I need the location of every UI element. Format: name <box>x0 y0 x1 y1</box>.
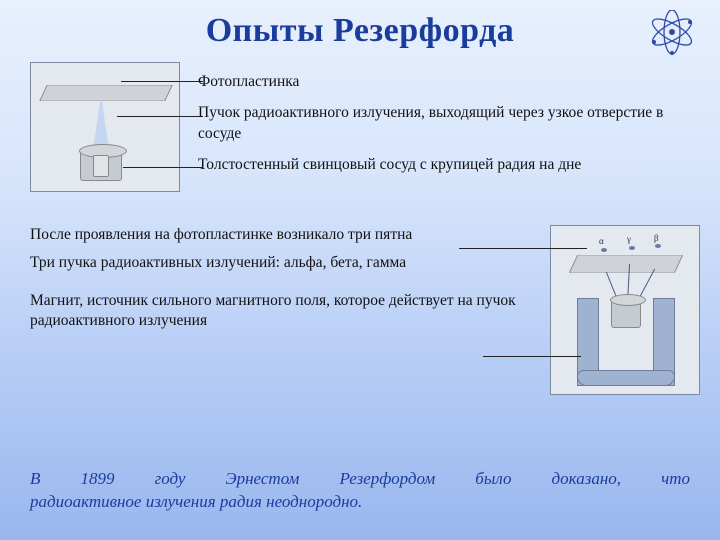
slide-title: Опыты Резерфорда <box>0 0 720 50</box>
section-bottom: После проявления на фотопластинке возник… <box>30 225 700 395</box>
beta-label: β <box>654 233 659 243</box>
section-top: Фотопластинка Пучок радиоактивного излуч… <box>30 62 690 192</box>
alpha-spot <box>601 248 607 252</box>
label-beam: Пучок радиоактивного излучения, выходящи… <box>198 103 690 145</box>
radiation-beam-1 <box>93 95 109 150</box>
figure-1 <box>30 62 180 192</box>
lead-line <box>123 167 203 168</box>
atom-icon <box>645 10 700 60</box>
footer-line1: В 1899 году Эрнестом Резерфордом было до… <box>30 468 690 491</box>
vessel-inner-1 <box>93 155 109 177</box>
label-three-spots: После проявления на фотопластинке возник… <box>30 225 536 245</box>
magnet <box>577 291 675 386</box>
figure-2: α γ β <box>550 225 700 395</box>
label-photo-plate: Фотопластинка <box>198 72 690 93</box>
footer-line2: радиоактивное излучения радия неоднородн… <box>30 491 690 514</box>
lead-line <box>459 248 587 249</box>
lead-line <box>117 116 203 117</box>
labels-top: Фотопластинка Пучок радиоактивного излуч… <box>198 62 690 192</box>
alpha-label: α <box>599 236 604 246</box>
lead-line <box>121 81 203 82</box>
lead-line <box>483 356 581 357</box>
magnet-base <box>577 370 675 386</box>
footer-text: В 1899 году Эрнестом Резерфордом было до… <box>30 468 690 514</box>
label-vessel: Толстостенный свинцовый сосуд с крупицей… <box>198 155 690 176</box>
labels-bottom: После проявления на фотопластинке возник… <box>30 225 536 395</box>
gamma-label: γ <box>627 234 631 244</box>
label-magnet: Магнит, источник сильного магнитного пол… <box>30 291 536 331</box>
photo-plate-2 <box>569 255 683 273</box>
gamma-spot <box>629 246 635 250</box>
beta-spot <box>655 244 661 248</box>
label-three-rays: Три пучка радиоактивных излучений: альфа… <box>30 253 536 273</box>
